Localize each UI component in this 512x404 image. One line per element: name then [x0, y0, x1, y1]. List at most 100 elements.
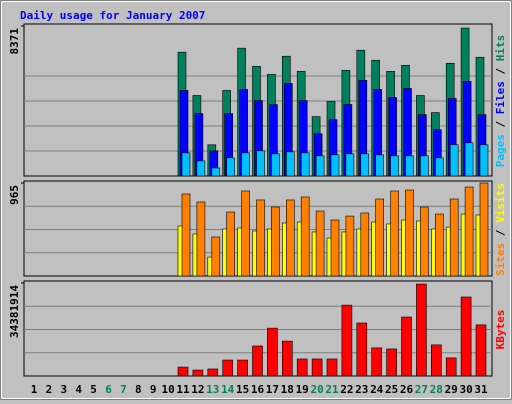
x-tick-label: 16	[251, 383, 265, 396]
x-tick-label: 22	[340, 383, 353, 396]
bar	[296, 358, 308, 377]
legend-entry: KBytes	[494, 310, 507, 350]
x-tick-label: 29	[445, 383, 458, 396]
bar	[271, 206, 280, 277]
bar	[315, 210, 325, 277]
bar	[181, 152, 191, 177]
bar	[285, 199, 295, 277]
legend-separator: /	[494, 61, 507, 81]
bar	[241, 152, 250, 177]
x-tick-label: 17	[266, 383, 279, 396]
x-tick-label: 12	[191, 383, 204, 396]
bar	[211, 236, 221, 277]
x-tick-label: 19	[296, 383, 309, 396]
x-tick-label: 26	[400, 383, 414, 396]
bar	[375, 154, 385, 177]
bar	[207, 368, 219, 377]
x-tick-label: 30	[459, 383, 472, 396]
bar	[356, 322, 368, 377]
bar	[192, 369, 204, 377]
x-tick-label: 23	[355, 383, 368, 396]
bar	[315, 155, 325, 177]
bar	[360, 212, 370, 277]
x-tick-label: 1	[31, 383, 38, 396]
y-tick-label: 8371	[8, 28, 21, 55]
x-tick-label: 25	[385, 383, 398, 396]
bar	[375, 198, 385, 277]
legend: KBytes	[494, 310, 507, 350]
x-tick-label: 24	[370, 383, 384, 396]
x-tick-label: 28	[430, 383, 443, 396]
bar	[211, 167, 221, 177]
x-tick-label: 5	[90, 383, 97, 396]
bar	[252, 345, 263, 377]
bar	[464, 186, 474, 277]
y-tick-label: 34381914	[8, 285, 21, 338]
x-tick-label: 18	[281, 383, 294, 396]
bar	[222, 359, 233, 377]
bar	[416, 283, 427, 377]
bar	[479, 144, 489, 177]
bar	[256, 199, 265, 277]
bar	[475, 324, 487, 377]
x-tick-label: 3	[60, 383, 67, 396]
bar	[420, 155, 429, 177]
bar	[330, 154, 340, 177]
bar	[256, 150, 265, 177]
legend-entry: Sites	[494, 243, 507, 276]
bar	[345, 215, 355, 277]
x-tick-label: 2	[46, 383, 53, 396]
bar	[271, 153, 280, 177]
bar	[371, 347, 383, 377]
chart-title: Daily usage for January 2007	[20, 9, 205, 22]
x-tick-label: 11	[176, 383, 190, 396]
x-tick-label: 9	[150, 383, 157, 396]
bar	[460, 296, 472, 377]
x-tick-label: 8	[135, 383, 142, 396]
bar	[464, 142, 474, 177]
bar	[300, 196, 310, 277]
bar	[401, 316, 412, 377]
bar	[360, 153, 370, 177]
x-tick-label: 21	[325, 383, 339, 396]
legend-separator: /	[494, 223, 507, 243]
legend-entry: Pages	[494, 134, 507, 167]
bar	[285, 151, 295, 177]
bar	[300, 152, 310, 177]
bar	[390, 155, 399, 177]
bar	[241, 190, 250, 277]
bar	[420, 206, 429, 277]
bar	[405, 155, 414, 177]
bar	[267, 327, 278, 377]
x-tick-label: 7	[120, 383, 127, 396]
bar	[445, 357, 457, 377]
x-tick-label: 20	[310, 383, 323, 396]
bar	[311, 358, 323, 377]
legend-entry: Hits	[494, 35, 507, 62]
legend-entry: Files	[494, 81, 507, 114]
bar	[430, 344, 442, 377]
bar	[434, 213, 444, 277]
x-tick-label: 27	[415, 383, 428, 396]
bar	[196, 160, 206, 177]
x-tick-label: 10	[161, 383, 174, 396]
bar	[281, 340, 293, 377]
bar	[434, 157, 444, 177]
bar	[237, 359, 248, 377]
y-tick-label: 965	[8, 185, 21, 205]
bar	[449, 144, 459, 177]
legend: Pages / Files / Hits	[494, 35, 507, 168]
bar	[177, 366, 189, 377]
bar	[326, 358, 338, 377]
bar	[479, 182, 489, 277]
bar	[341, 304, 353, 377]
x-tick-label: 31	[474, 383, 488, 396]
bar	[449, 198, 459, 277]
x-tick-label: 4	[75, 383, 82, 396]
bar	[405, 189, 414, 277]
bar	[330, 219, 340, 277]
bar	[196, 201, 206, 277]
legend-entry: Visits	[494, 183, 507, 223]
